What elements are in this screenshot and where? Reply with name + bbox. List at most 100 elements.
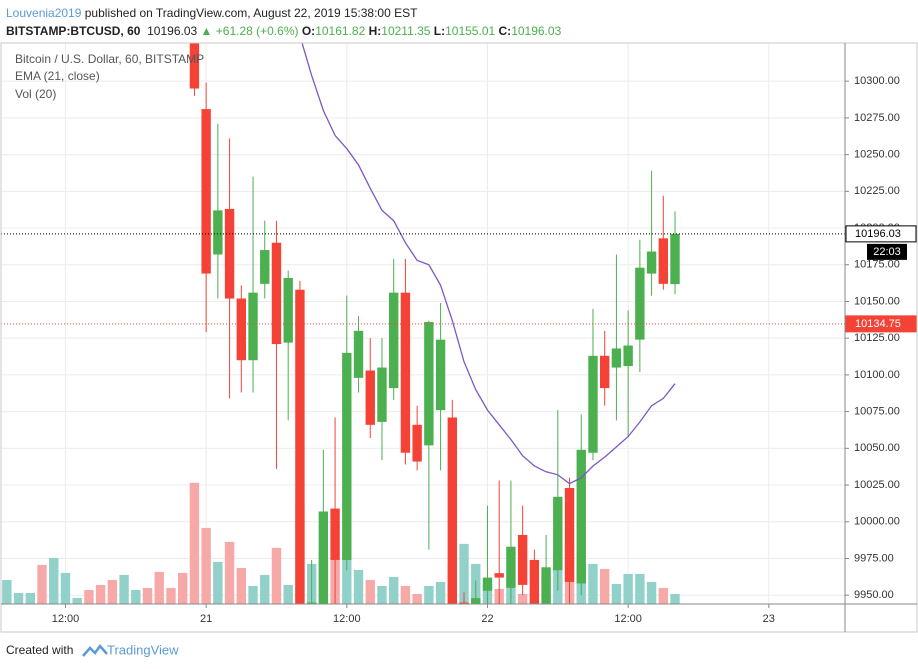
- c-value: 10196.03: [511, 24, 562, 38]
- candle-body: [283, 277, 293, 343]
- volume-bar: [353, 569, 364, 604]
- candle-body: [424, 322, 434, 446]
- volume-bar: [13, 592, 24, 604]
- volume-bar: [131, 589, 141, 604]
- x-tick-label: 12:00: [614, 613, 642, 625]
- volume-bar: [459, 543, 469, 604]
- candle-body: [646, 251, 657, 274]
- candle-body: [564, 487, 575, 582]
- candle-body: [611, 348, 622, 368]
- volume-bar: [517, 593, 528, 604]
- price-label: 10134.75: [855, 318, 901, 330]
- y-tick-label: 10125.00: [854, 332, 900, 344]
- candle-body: [670, 233, 680, 285]
- volume-bar: [95, 584, 106, 604]
- volume-bar: [213, 561, 223, 604]
- y-tick-label: 10300.00: [854, 75, 900, 87]
- candle-body: [342, 352, 352, 560]
- volume-bar: [201, 527, 211, 604]
- candle-body: [482, 577, 493, 591]
- y-tick-label: 10050.00: [854, 442, 900, 454]
- y-tick-label: 9975.00: [854, 552, 894, 564]
- h-label: H:: [368, 24, 382, 38]
- candle-body: [623, 345, 633, 367]
- candle-body: [517, 534, 528, 585]
- volume-bar: [342, 558, 352, 604]
- volume-bar: [588, 563, 598, 604]
- volume-bar: [49, 557, 59, 604]
- author[interactable]: Louvenia2019: [6, 6, 82, 20]
- arrow: ▲: [200, 24, 213, 38]
- candle-body: [248, 292, 258, 361]
- volume-bar: [189, 482, 200, 604]
- y-tick-label: 10150.00: [854, 295, 900, 307]
- price-label: 10196.03: [855, 228, 901, 240]
- volume-bar: [260, 574, 270, 604]
- volume-bar: [365, 579, 375, 604]
- candle-body: [576, 449, 586, 584]
- header-line: Louvenia2019 published on TradingView.co…: [6, 4, 561, 22]
- x-tick-label: 22: [481, 613, 493, 625]
- c-label: C:: [498, 24, 512, 38]
- last: 10196.03: [147, 24, 198, 38]
- candle-body: [553, 496, 563, 571]
- candle-body: [224, 208, 235, 299]
- candle-body: [260, 250, 270, 284]
- volume-bar: [25, 592, 35, 604]
- brand-logo: [82, 643, 108, 657]
- y-tick-label: 10250.00: [854, 149, 900, 161]
- volume-bar: [37, 564, 47, 604]
- h-value: 10211.35: [381, 24, 431, 38]
- ema-line: [301, 43, 676, 485]
- volume-bar: [248, 585, 258, 604]
- candle-body: [306, 602, 317, 604]
- volume-bar: [154, 571, 164, 604]
- candle-body: [318, 511, 329, 604]
- candle-body: [412, 424, 422, 462]
- footer-created: Created with: [6, 643, 73, 657]
- axes: 9950.00 9975.00 10000.00 10025.00 10050.00 10…: [0, 42, 918, 633]
- published: published on TradingView.com, August 22,…: [84, 6, 418, 20]
- volume-bar: [119, 574, 129, 604]
- volume-bar: [424, 585, 434, 604]
- candle-body: [529, 559, 540, 604]
- candle-body: [389, 292, 399, 389]
- l-label: L:: [433, 24, 446, 38]
- volume-bar: [623, 573, 633, 604]
- volume-bar: [435, 581, 446, 604]
- o-value: 10161.82: [315, 24, 366, 38]
- candle-body: [447, 417, 457, 604]
- y-tick-label: 10075.00: [854, 406, 900, 418]
- volume-bar: [2, 579, 12, 604]
- volume-bar: [166, 587, 176, 604]
- footer-brand[interactable]: TradingView: [107, 642, 179, 657]
- y-tick-label: 10100.00: [854, 369, 900, 381]
- candle-body: [271, 242, 282, 345]
- volume-bar: [236, 567, 246, 604]
- volume-bar: [611, 583, 622, 604]
- volume-bar: [107, 579, 118, 604]
- volume-bar: [84, 589, 94, 604]
- frame: [0, 42, 918, 633]
- l-value: 10155.01: [445, 24, 496, 38]
- candle-body: [330, 508, 340, 560]
- volume-bar: [377, 585, 387, 604]
- change: +61.28 (+0.6%): [215, 24, 299, 38]
- candle-body: [600, 355, 610, 389]
- candle-body: [588, 355, 598, 453]
- x-tick-label: 12:00: [333, 613, 361, 625]
- chart-title: Bitcoin / U.S. Dollar, 60, BITSTAMP: [15, 52, 204, 66]
- candle-body: [400, 292, 411, 453]
- candle-body: [541, 567, 551, 604]
- volume-bar: [224, 541, 235, 604]
- candle-body: [201, 109, 211, 274]
- candle-body: [471, 598, 481, 604]
- candle-body: [459, 602, 469, 604]
- volume-bar: [670, 593, 680, 604]
- legend-entry: Vol (20): [15, 87, 56, 101]
- header: Louvenia2019 published on TradingView.co…: [6, 4, 561, 40]
- candle-body: [353, 330, 364, 378]
- candle-body: [435, 339, 446, 411]
- volume-bar: [658, 587, 668, 604]
